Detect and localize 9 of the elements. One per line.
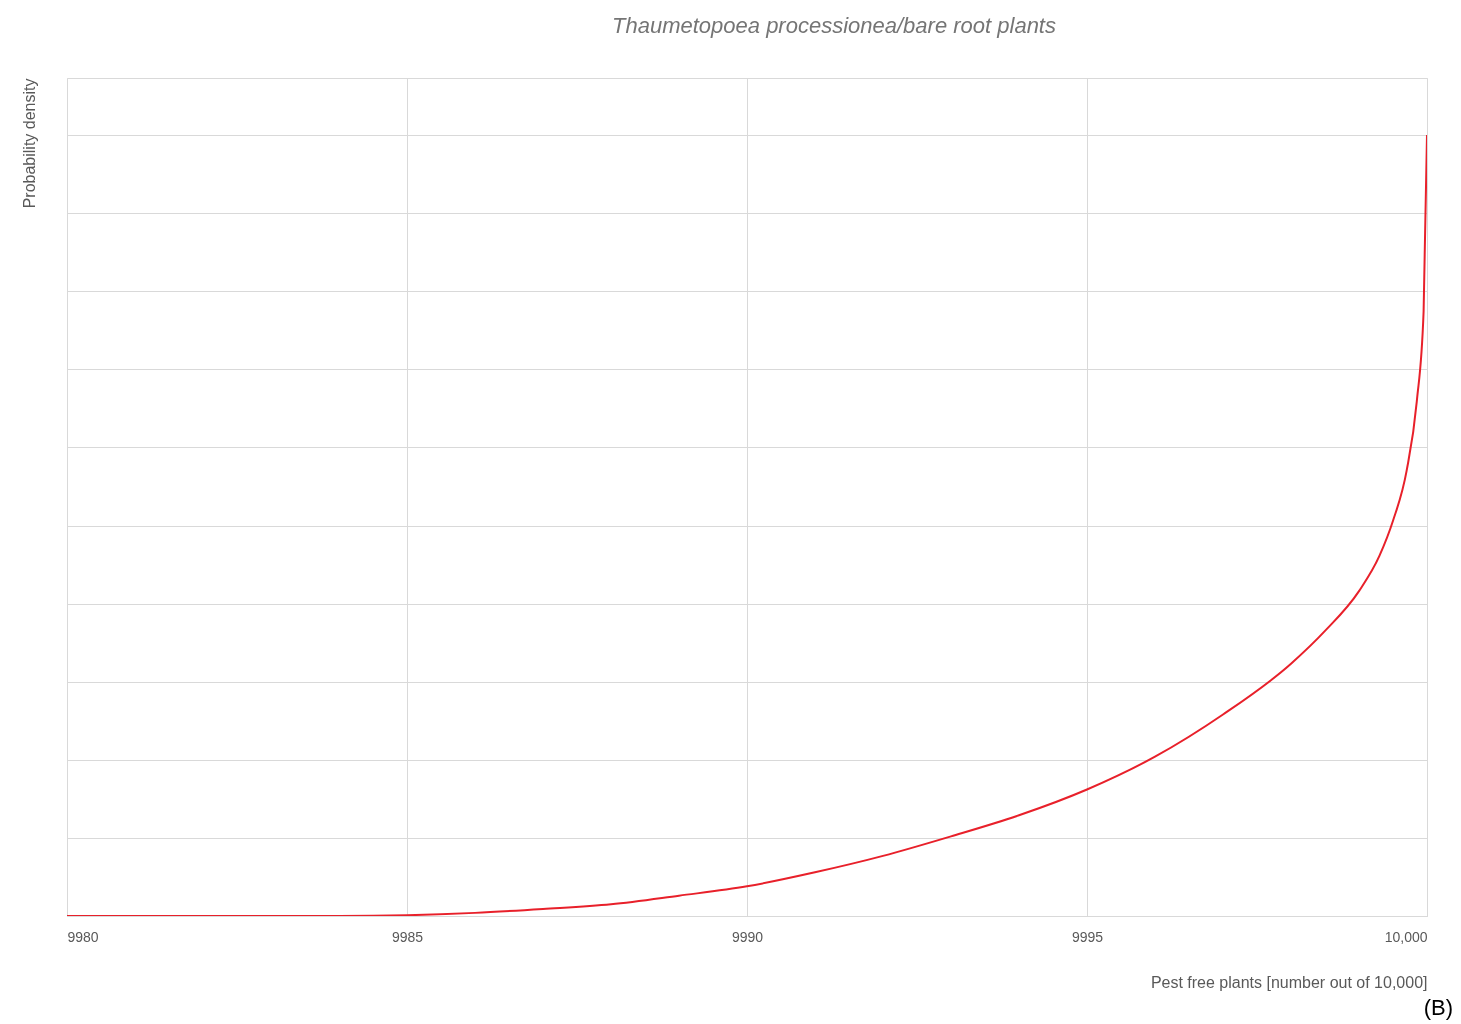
x-tick-label: 9990 bbox=[731, 928, 764, 945]
x-tick-label: 9980 bbox=[67, 928, 99, 945]
x-axis-title: Pest free plants [number out of 10,000] bbox=[1150, 973, 1428, 991]
text: (B) bbox=[1423, 995, 1453, 1020]
x-tick-label: 9985 bbox=[391, 928, 424, 945]
chart-title: Thaumetopoea processionea/bare root plants bbox=[612, 13, 1056, 38]
x-tick-label: 9995 bbox=[1071, 928, 1104, 945]
y-axis-title: Probability density bbox=[20, 78, 38, 209]
x-tick-label: 10,000 bbox=[1384, 928, 1428, 945]
